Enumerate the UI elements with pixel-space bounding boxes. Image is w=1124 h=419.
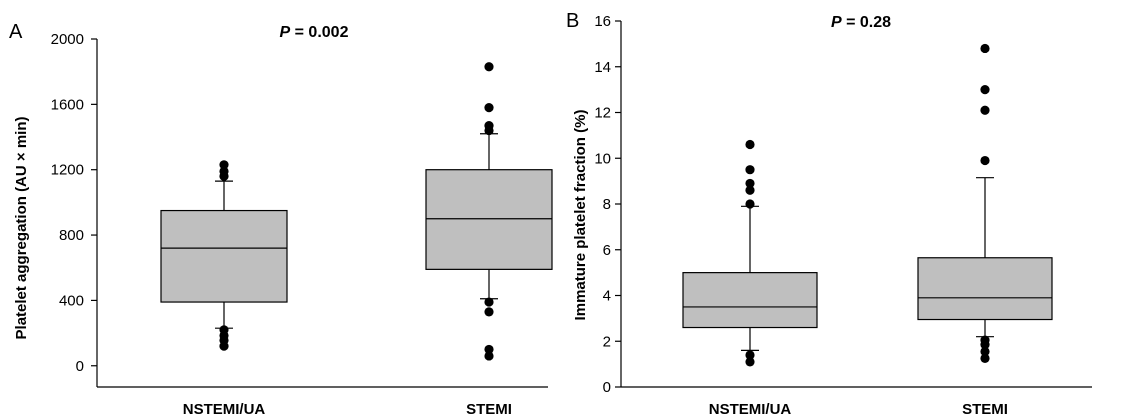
panel-b-box-1 (682, 139, 818, 367)
outlier-point (745, 185, 755, 195)
outlier-point (980, 105, 990, 115)
panel-b-letter: B (566, 10, 579, 32)
outlier-point (484, 62, 494, 72)
panel-a-y-axis-label: Platelet aggregation (AU × min) (13, 117, 30, 340)
panel-b-y-tick-label: 12 (594, 105, 611, 122)
panel-a-letter: A (9, 21, 23, 43)
outlier-point (484, 344, 494, 355)
outlier-point (484, 351, 494, 361)
p-value-number: = 0.28 (842, 14, 891, 31)
panel-b-category-label: NSTEMI/UA (709, 401, 792, 418)
panel-a-category-label: NSTEMI/UA (183, 401, 266, 418)
outlier-point (484, 307, 494, 317)
outlier-point (745, 199, 755, 209)
panel-a-y-tick-label: 400 (59, 292, 84, 309)
panel-b-y-tick-label: 4 (603, 288, 611, 305)
interquartile-box (682, 272, 818, 329)
outlier-point (745, 178, 755, 189)
panel-b-y-tick-label: 8 (603, 196, 611, 213)
interquartile-box (917, 257, 1053, 321)
outlier-point (980, 85, 990, 95)
outlier-point (980, 353, 990, 364)
panel-a-box-2 (425, 62, 553, 361)
p-value-number: = 0.002 (290, 24, 348, 41)
panel-a-y-tick-label: 0 (76, 358, 84, 375)
outlier-point (484, 103, 494, 113)
panel-a-box-1 (160, 160, 288, 351)
panel-b-box-2 (917, 43, 1053, 364)
panel-a: A P = 0.002 Platelet aggregation (AU × min… (9, 21, 553, 418)
panel-a-y-tick-label: 2000 (51, 31, 84, 48)
outlier-point (980, 155, 990, 166)
interquartile-box (425, 169, 553, 270)
panel-a-y-tick-label: 1600 (51, 96, 84, 113)
outlier-point (219, 160, 229, 170)
outlier-point (219, 325, 229, 335)
outlier-point (980, 335, 990, 345)
panel-a-y-tick-label: 1200 (51, 162, 84, 179)
panel-b-y-tick-label: 6 (603, 242, 611, 259)
interquartile-box (160, 209, 288, 303)
p-value-italic: P (831, 14, 842, 31)
outlier-point (745, 165, 755, 175)
panel-a-category-label: STEMI (466, 401, 512, 418)
panel-b-y-tick-label: 10 (594, 150, 611, 167)
outlier-point (484, 120, 494, 131)
outlier-point (745, 350, 755, 360)
p-value-italic: P (280, 24, 291, 41)
panel-a-p-value: P = 0.002 (280, 24, 349, 41)
panel-b-y-tick-label: 2 (603, 333, 611, 350)
panel-b-y-tick-label: 0 (603, 379, 611, 396)
outlier-point (745, 139, 755, 150)
outlier-point (745, 357, 755, 367)
panel-b-p-value: P = 0.28 (831, 14, 891, 31)
outlier-point (484, 297, 494, 307)
panel-a-y-tick-label: 800 (59, 227, 84, 244)
panel-b-y-tick-label: 16 (594, 13, 611, 30)
outlier-point (219, 166, 229, 176)
panel-b: B P = 0.28 Immature platelet fraction (%) 0… (566, 10, 1092, 418)
panel-b-y-tick-label: 14 (594, 59, 611, 76)
panel-b-y-axis-label: Immature platelet fraction (%) (572, 110, 589, 321)
panel-b-category-label: STEMI (962, 401, 1008, 418)
outlier-point (980, 346, 990, 357)
outlier-point (980, 43, 990, 54)
